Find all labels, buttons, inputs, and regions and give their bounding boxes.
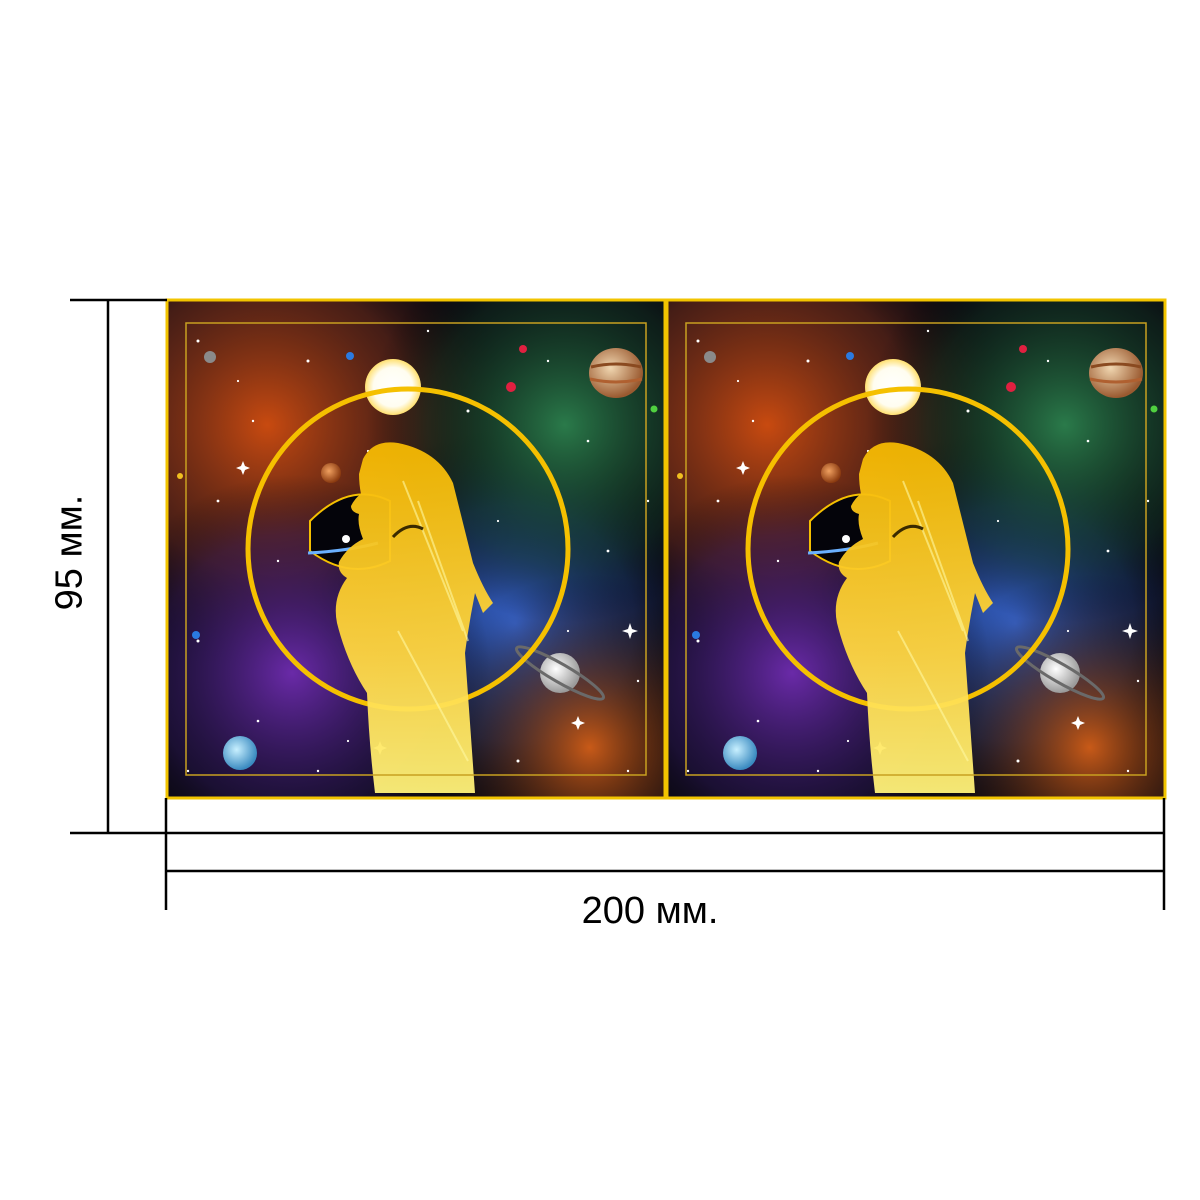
width-label: 200 мм. [581, 890, 719, 932]
left-panel-artwork [168, 291, 664, 797]
height-dimension-lines [70, 298, 167, 835]
width-dimension-lines [164, 798, 1166, 910]
height-label: 95 мм. [48, 494, 91, 611]
right-panel-artwork [668, 291, 1164, 797]
left-panel-border [165, 298, 667, 800]
right-panel-border [665, 298, 1167, 800]
